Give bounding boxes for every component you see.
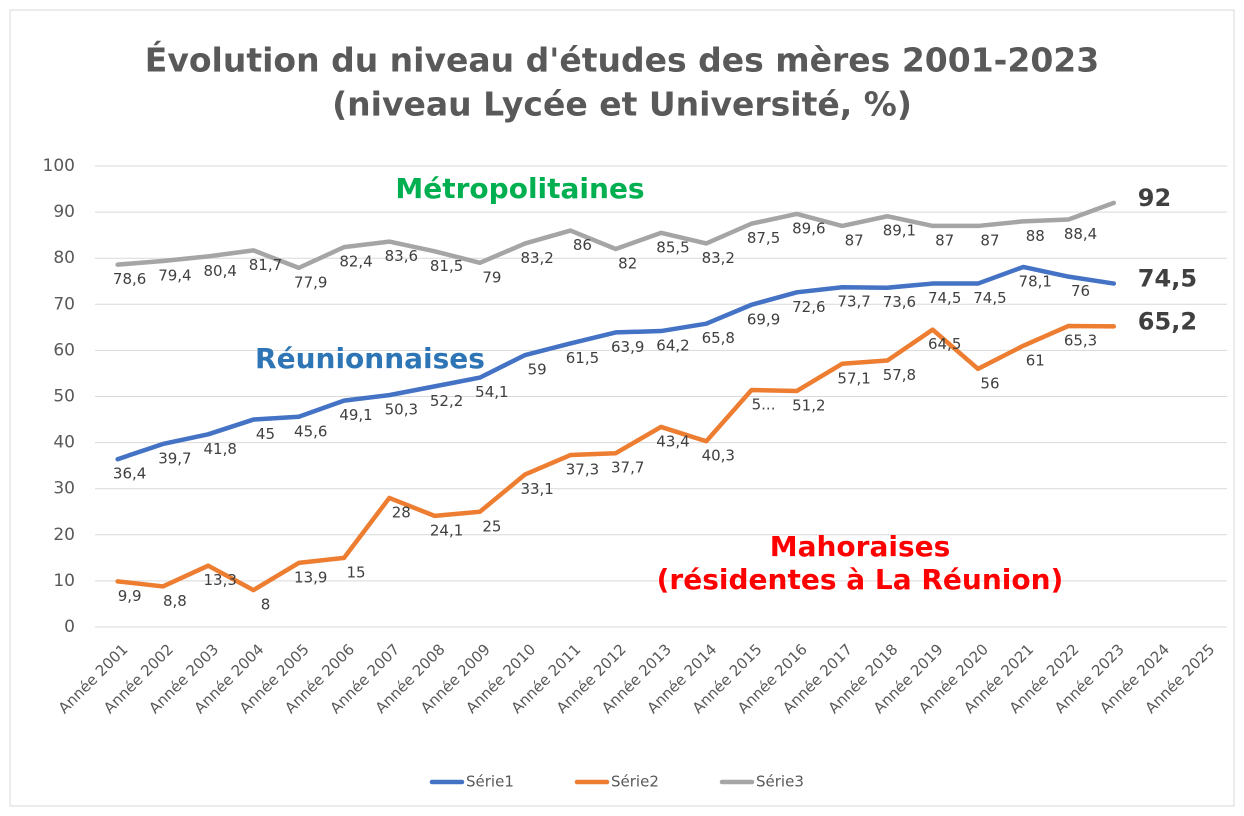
data-label: 45,6	[294, 422, 327, 440]
annotation: Mahoraises	[770, 530, 951, 563]
data-label: 87	[980, 231, 999, 249]
annotation: Réunionnaises	[255, 342, 485, 375]
data-label: 89,6	[792, 219, 825, 237]
data-label: 54,1	[475, 383, 508, 401]
data-label: 52,2	[430, 392, 463, 410]
data-label: 61	[1026, 351, 1045, 369]
annotation: Métropolitaines	[395, 172, 644, 205]
y-tick-label: 60	[53, 340, 75, 360]
data-label: 88,4	[1064, 225, 1097, 243]
data-label: 25	[482, 517, 501, 535]
data-label: 37,7	[611, 459, 644, 477]
y-tick-label: 70	[53, 294, 75, 314]
series-line	[115, 200, 1117, 271]
data-label: 56	[980, 374, 999, 392]
data-label: 83,2	[702, 249, 735, 267]
data-label: 74,5	[928, 289, 961, 307]
data-label: 79,4	[158, 266, 191, 284]
chart-title: (niveau Lycée et Université, %)	[332, 85, 912, 124]
data-label: 83,2	[520, 249, 553, 267]
data-label: 43,4	[656, 432, 689, 450]
data-label: 36,4	[113, 465, 146, 483]
data-label: 82	[618, 254, 637, 272]
data-label: 13,3	[203, 571, 236, 589]
data-label: 87	[845, 231, 864, 249]
y-tick-label: 10	[53, 571, 75, 591]
data-label: 41,8	[203, 440, 236, 458]
y-tick-label: 90	[53, 202, 75, 222]
series-line	[115, 323, 1117, 593]
annotation: (résidentes à La Réunion)	[657, 563, 1064, 596]
data-label: 80,4	[203, 262, 236, 280]
data-label: 74,5	[973, 289, 1006, 307]
data-label: 33,1	[520, 480, 553, 498]
data-label: 92	[1138, 184, 1171, 212]
data-label: 57,8	[883, 366, 916, 384]
data-label: 87	[935, 231, 954, 249]
y-tick-label: 80	[53, 248, 75, 268]
data-label: 24,1	[430, 521, 463, 539]
data-label: 64,2	[656, 337, 689, 355]
data-label: 65,8	[702, 329, 735, 347]
legend-label: Série1	[466, 773, 514, 791]
y-tick-label: 50	[53, 387, 75, 407]
y-tick-label: 40	[53, 433, 75, 453]
legend-label: Série3	[756, 773, 804, 791]
data-label: 79	[482, 268, 501, 286]
data-label: 61,5	[566, 349, 599, 367]
data-label: 78,6	[113, 270, 146, 288]
y-tick-label: 20	[53, 525, 75, 545]
data-label: 73,7	[837, 293, 870, 311]
data-label: 88	[1026, 227, 1045, 245]
data-label: 86	[573, 236, 592, 254]
data-label: 57,1	[837, 369, 870, 387]
data-label: 85,5	[656, 238, 689, 256]
data-label: 76	[1071, 282, 1090, 300]
y-tick-label: 100	[43, 156, 75, 176]
data-label: 9,9	[118, 587, 142, 605]
data-label: 78,1	[1019, 272, 1052, 290]
y-tick-label: 30	[53, 479, 75, 499]
y-tick-label: 0	[64, 617, 75, 637]
chart-border	[9, 9, 1235, 807]
data-label: 39,7	[158, 449, 191, 467]
data-label: 81,7	[249, 256, 282, 274]
data-label: 65,2	[1138, 307, 1197, 335]
data-label: 83,6	[385, 247, 418, 265]
data-label: 72,6	[792, 298, 825, 316]
data-label: 63,9	[611, 338, 644, 356]
data-label: 13,9	[294, 568, 327, 586]
data-label: 40,3	[702, 447, 735, 465]
data-label: 50,3	[385, 401, 418, 419]
data-label: 73,6	[883, 293, 916, 311]
data-label: 5...	[752, 396, 776, 414]
data-label: 64,5	[928, 335, 961, 353]
data-label: 37,3	[566, 461, 599, 479]
data-label: 77,9	[294, 273, 327, 291]
data-label: 15	[346, 563, 365, 581]
data-label: 59	[528, 361, 547, 379]
data-label: 74,5	[1138, 265, 1197, 293]
data-label: 51,2	[792, 396, 825, 414]
series-line	[115, 264, 1117, 462]
data-label: 49,1	[339, 406, 372, 424]
data-label: 82,4	[339, 253, 372, 271]
legend-label: Série2	[611, 773, 659, 791]
data-label: 81,5	[430, 257, 463, 275]
data-label: 69,9	[747, 310, 780, 328]
chart-title: Évolution du niveau d'études des mères 2…	[145, 40, 1099, 80]
data-label: 8,8	[163, 592, 187, 610]
data-label: 89,1	[883, 222, 916, 240]
data-label: 28	[392, 503, 411, 521]
data-label: 65,3	[1064, 331, 1097, 349]
data-label: 8	[261, 596, 271, 614]
data-label: 45	[256, 425, 275, 443]
data-label: 87,5	[747, 229, 780, 247]
